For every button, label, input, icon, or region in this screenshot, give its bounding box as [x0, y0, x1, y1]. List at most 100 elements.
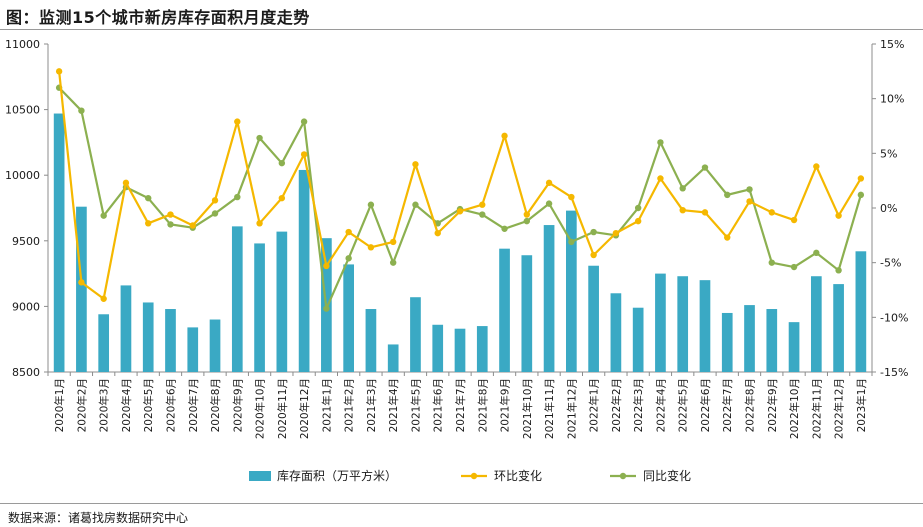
yoy-point: [813, 249, 820, 257]
bar: [276, 231, 288, 372]
yoy-point: [768, 259, 775, 266]
mom-point: [55, 68, 63, 75]
yoy-series: [55, 84, 865, 312]
mom-point: [278, 194, 286, 202]
bar: [655, 273, 666, 372]
bar: [788, 322, 800, 372]
yoy-point: [790, 263, 798, 271]
mom-point: [189, 222, 196, 229]
x-tick-label: 2021年9月: [499, 378, 512, 432]
mom-point: [389, 238, 397, 246]
x-tick-label: 2021年1月: [320, 378, 333, 432]
mom-point: [145, 220, 152, 227]
chart-title: 图：监测15个城市新房库存面积月度走势: [6, 8, 310, 27]
bar: [142, 302, 154, 372]
x-tick-label: 2022年6月: [699, 378, 712, 432]
yoy-point: [657, 139, 664, 146]
yoy-point: [545, 200, 553, 207]
mom-point: [545, 179, 553, 187]
bar: [610, 293, 622, 372]
bar: [744, 305, 755, 372]
mom-point: [590, 251, 597, 259]
yoy-point: [701, 164, 709, 171]
legend: 库存面积（万平方米） 环比变化 同比变化: [249, 468, 691, 483]
footer-divider: [0, 503, 923, 504]
mom-point: [456, 208, 464, 215]
yoy-point: [857, 191, 865, 199]
mom-point: [679, 206, 686, 214]
x-tick-label: 2022年7月: [721, 378, 734, 432]
mom-point: [768, 209, 775, 216]
mom-point: [634, 217, 642, 225]
yoy-point: [211, 210, 219, 217]
x-tick-label: 2022年2月: [610, 378, 623, 432]
mom-point: [122, 179, 130, 187]
bar: [454, 328, 466, 372]
x-tick-label: 2021年3月: [365, 378, 378, 432]
yoy-point: [568, 238, 575, 246]
x-tick-label: 2021年4月: [387, 378, 400, 432]
yoy-point: [634, 204, 642, 212]
mom-point: [612, 229, 620, 237]
x-tick-label: 2020年11月: [276, 378, 289, 439]
mom-point: [657, 175, 664, 182]
bar: [410, 297, 421, 372]
bar: [766, 309, 778, 372]
right-tick-label: 10%: [880, 93, 904, 106]
x-tick-label: 2020年12月: [298, 378, 311, 439]
bar: [810, 276, 822, 372]
bar: [98, 314, 110, 372]
x-tick-label: 2021年11月: [543, 378, 556, 439]
yoy-point: [234, 193, 241, 201]
title-divider: [0, 29, 923, 30]
x-tick-label: 2021年7月: [454, 378, 467, 432]
x-tick-label: 2020年5月: [142, 378, 155, 432]
mom-point: [234, 118, 241, 125]
mom-point: [100, 295, 107, 302]
source-note: 数据来源：诸葛找房数据研究中心: [8, 511, 189, 525]
bar: [165, 309, 176, 372]
mom-point: [323, 262, 330, 270]
mom-point: [746, 198, 753, 205]
mom-line: [58, 71, 862, 300]
left-tick-label: 8500: [12, 366, 40, 379]
yoy-point: [590, 228, 597, 236]
mom-point: [857, 175, 865, 182]
x-tick-label: 2022年8月: [744, 378, 757, 432]
x-tick-label: 2022年1月: [588, 378, 601, 432]
right-tick-label: 15%: [880, 38, 904, 51]
x-tick-label: 2022年12月: [833, 378, 846, 439]
bar: [254, 243, 265, 372]
x-tick-label: 2020年9月: [231, 378, 244, 432]
mom-point: [523, 211, 531, 218]
yoy-point: [746, 186, 753, 193]
bar: [833, 284, 844, 372]
bar: [53, 113, 65, 372]
x-tick-label: 2020年10月: [254, 378, 267, 439]
x-tick-label: 2022年3月: [632, 378, 645, 432]
x-tick-label: 2023年1月: [855, 378, 868, 432]
yoy-point: [256, 134, 263, 142]
mom-point: [568, 193, 575, 201]
yoy-point: [278, 159, 286, 167]
yoy-point: [501, 225, 508, 232]
bar: [343, 264, 354, 372]
x-tick-label: 2021年5月: [409, 378, 422, 432]
right-tick-label: -10%: [880, 311, 908, 324]
mom-point: [479, 201, 486, 208]
legend-yoy-label: 同比变化: [643, 468, 691, 483]
x-tick-label: 2020年4月: [120, 378, 133, 432]
mom-point: [790, 216, 798, 224]
left-tick-label: 9000: [12, 300, 40, 313]
bar: [855, 251, 867, 372]
yoy-point: [835, 267, 842, 274]
x-tick-label: 2022年5月: [677, 378, 690, 432]
x-tick-label: 2021年6月: [432, 378, 445, 432]
left-tick-label: 11000: [5, 38, 40, 51]
bar: [721, 312, 733, 372]
yoy-point: [78, 107, 85, 114]
left-tick-label: 9500: [12, 235, 40, 248]
bar: [76, 206, 87, 372]
bar: [699, 280, 711, 372]
yoy-point: [679, 185, 686, 192]
